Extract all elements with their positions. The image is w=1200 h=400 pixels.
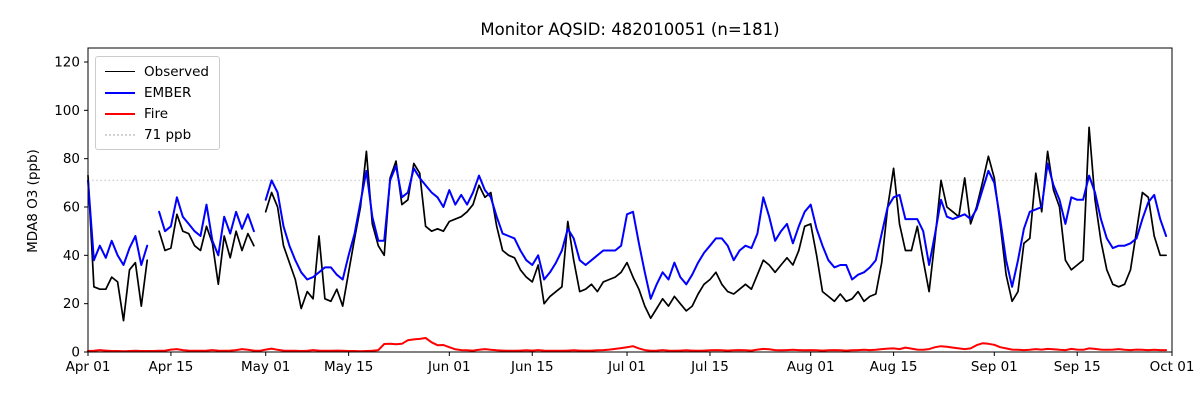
y-tick-label: 60 — [63, 200, 80, 216]
legend-label: Fire — [144, 105, 169, 122]
x-tick-label: Jun 01 — [427, 359, 471, 375]
observed-line-sample — [105, 71, 135, 72]
y-tick-label: 0 — [71, 345, 80, 361]
x-tick-label: Aug 15 — [870, 359, 918, 375]
x-tick-label: Apr 01 — [66, 359, 111, 375]
y-tick-label: 80 — [63, 151, 80, 167]
y-axis-label: MDA8 O3 (ppb) — [25, 149, 41, 253]
legend: Observed EMBER Fire 71 ppb — [95, 56, 220, 150]
x-tick-label: Jun 15 — [510, 359, 554, 375]
x-tick-label: Oct 01 — [1150, 359, 1195, 375]
fire-line-sample — [105, 112, 135, 115]
y-tick-label: 20 — [63, 296, 80, 312]
y-tick-label: 120 — [54, 55, 80, 71]
x-tick-label: Aug 01 — [787, 359, 835, 375]
threshold-line-sample — [105, 133, 135, 136]
legend-item-fire: Fire — [105, 105, 209, 122]
chart-title: Monitor AQSID: 482010051 (n=181) — [480, 20, 780, 39]
x-tick-label: Apr 15 — [149, 359, 194, 375]
legend-item-observed: Observed — [105, 63, 209, 80]
fire-line — [87, 337, 1168, 353]
legend-label: EMBER — [144, 84, 192, 101]
y-tick-label: 40 — [63, 248, 80, 264]
x-tick-label: Sep 15 — [1054, 359, 1101, 375]
legend-item-threshold: 71 ppb — [105, 126, 209, 143]
x-tick-label: Jul 15 — [690, 359, 729, 375]
legend-item-ember: EMBER — [105, 84, 209, 101]
observed-line — [87, 126, 1167, 322]
y-tick-label: 100 — [54, 103, 80, 119]
x-tick-label: May 15 — [324, 359, 373, 375]
x-tick-label: May 01 — [241, 359, 290, 375]
plot-border — [87, 47, 1173, 353]
legend-label: 71 ppb — [144, 126, 192, 143]
ember-line-sample — [105, 91, 135, 94]
ember-line — [87, 162, 1168, 300]
x-tick-label: Jul 01 — [607, 359, 646, 375]
x-tick-label: Sep 01 — [971, 359, 1018, 375]
legend-label: Observed — [144, 63, 209, 80]
